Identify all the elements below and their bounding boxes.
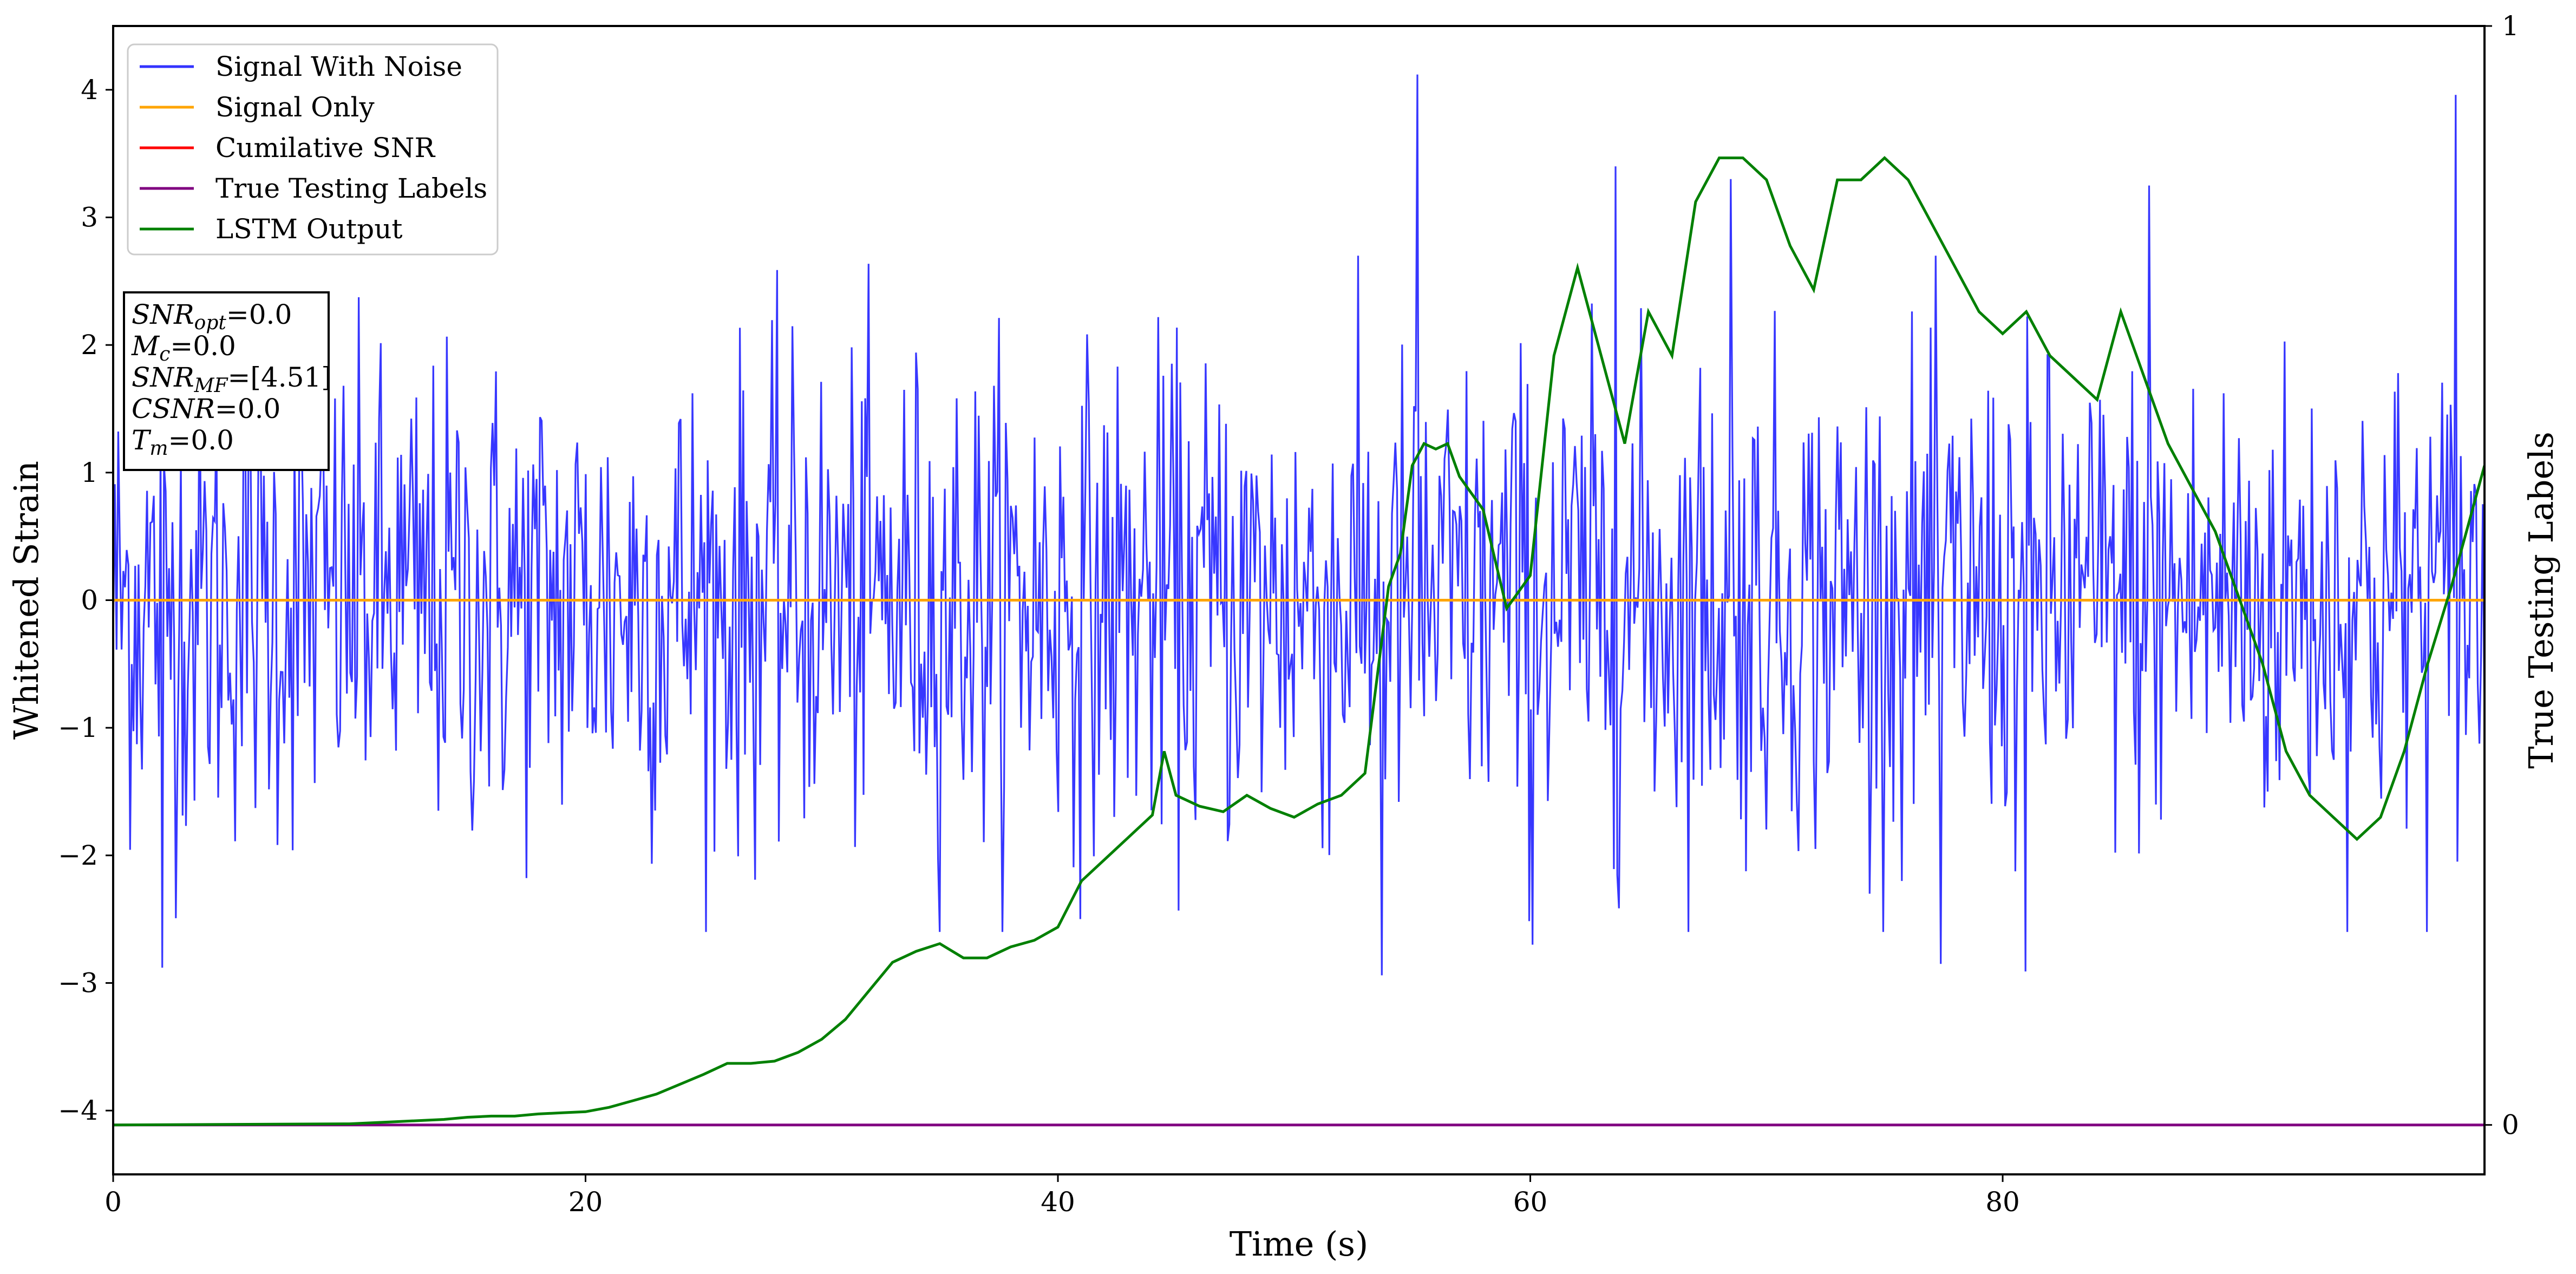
legend-label: Signal With Noise <box>215 51 462 82</box>
annotation-frame <box>123 291 330 471</box>
legend-label: True Testing Labels <box>215 173 487 204</box>
y-tick-label: 0 <box>81 585 98 616</box>
x-tick-label: 80 <box>1985 1186 2020 1218</box>
y-tick-label: −1 <box>58 712 98 743</box>
y-tick-label: 3 <box>81 202 98 233</box>
x-tick-label: 0 <box>104 1186 122 1218</box>
y-right-tick-label: 0 <box>2502 1109 2519 1141</box>
y-tick-label: 4 <box>81 74 98 106</box>
series-layer <box>113 74 2485 1127</box>
x-axis-label: Time (s) <box>1230 1224 1369 1264</box>
legend-label: Cumilative SNR <box>215 132 435 164</box>
y-axis-label: Whitened Strain <box>6 461 46 740</box>
y-tick-label: −4 <box>58 1095 98 1126</box>
y-tick-label: 1 <box>81 457 98 488</box>
annotation-line: SNRMF=[4.51] <box>132 362 332 397</box>
x-tick-label: 20 <box>568 1186 603 1218</box>
annotation-line: SNRopt=0.0 <box>132 299 292 334</box>
legend-frame <box>127 43 499 256</box>
annotation-line: Mc=0.0 <box>131 330 236 365</box>
y-right-tick-label: 1 <box>2502 10 2519 42</box>
series-lstm-output <box>113 156 2485 1127</box>
legend-label: Signal Only <box>215 92 375 123</box>
y-tick-label: −2 <box>58 840 98 871</box>
x-tick-label: 60 <box>1513 1186 1548 1218</box>
x-tick-label: 40 <box>1041 1186 1075 1218</box>
annotation-line: CSNR=0.0 <box>132 393 280 424</box>
annotation-line: Tm=0.0 <box>132 424 234 460</box>
legend: Signal With Noise Signal Only Cumilative S… <box>127 43 499 256</box>
y-tick-label: 2 <box>81 329 98 361</box>
legend-label: LSTM Output <box>215 213 402 245</box>
y-axis-right-label: True Testing Labels <box>2521 432 2561 769</box>
annotation-box: SNRopt=0.0Mc=0.0SNRMF=[4.51]CSNR=0.0Tm=0… <box>123 291 332 471</box>
y-tick-label: −3 <box>58 968 98 999</box>
